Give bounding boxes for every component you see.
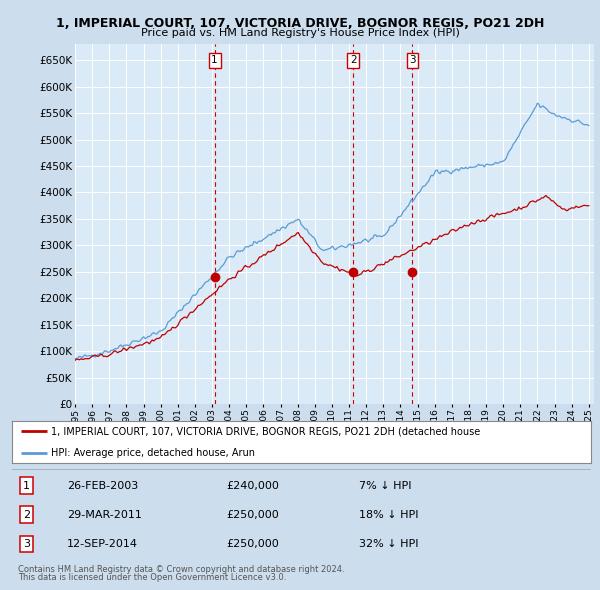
Text: 32% ↓ HPI: 32% ↓ HPI bbox=[359, 539, 419, 549]
Text: 29-MAR-2011: 29-MAR-2011 bbox=[67, 510, 142, 520]
Text: Price paid vs. HM Land Registry's House Price Index (HPI): Price paid vs. HM Land Registry's House … bbox=[140, 28, 460, 38]
Text: 2: 2 bbox=[350, 55, 356, 65]
Text: 3: 3 bbox=[23, 539, 30, 549]
Text: 1: 1 bbox=[211, 55, 218, 65]
Text: 3: 3 bbox=[409, 55, 416, 65]
Text: £250,000: £250,000 bbox=[226, 539, 279, 549]
Text: 12-SEP-2014: 12-SEP-2014 bbox=[67, 539, 138, 549]
Text: 2: 2 bbox=[23, 510, 30, 520]
Text: This data is licensed under the Open Government Licence v3.0.: This data is licensed under the Open Gov… bbox=[18, 573, 286, 582]
Text: Contains HM Land Registry data © Crown copyright and database right 2024.: Contains HM Land Registry data © Crown c… bbox=[18, 565, 344, 573]
Text: HPI: Average price, detached house, Arun: HPI: Average price, detached house, Arun bbox=[52, 448, 256, 457]
Text: 1, IMPERIAL COURT, 107, VICTORIA DRIVE, BOGNOR REGIS, PO21 2DH (detached house: 1, IMPERIAL COURT, 107, VICTORIA DRIVE, … bbox=[52, 427, 481, 436]
Text: £250,000: £250,000 bbox=[226, 510, 279, 520]
Text: £240,000: £240,000 bbox=[226, 481, 279, 490]
Text: 1: 1 bbox=[23, 481, 30, 490]
Text: 18% ↓ HPI: 18% ↓ HPI bbox=[359, 510, 419, 520]
Text: 26-FEB-2003: 26-FEB-2003 bbox=[67, 481, 138, 490]
Text: 1, IMPERIAL COURT, 107, VICTORIA DRIVE, BOGNOR REGIS, PO21 2DH: 1, IMPERIAL COURT, 107, VICTORIA DRIVE, … bbox=[56, 17, 544, 30]
Text: 7% ↓ HPI: 7% ↓ HPI bbox=[359, 481, 412, 490]
